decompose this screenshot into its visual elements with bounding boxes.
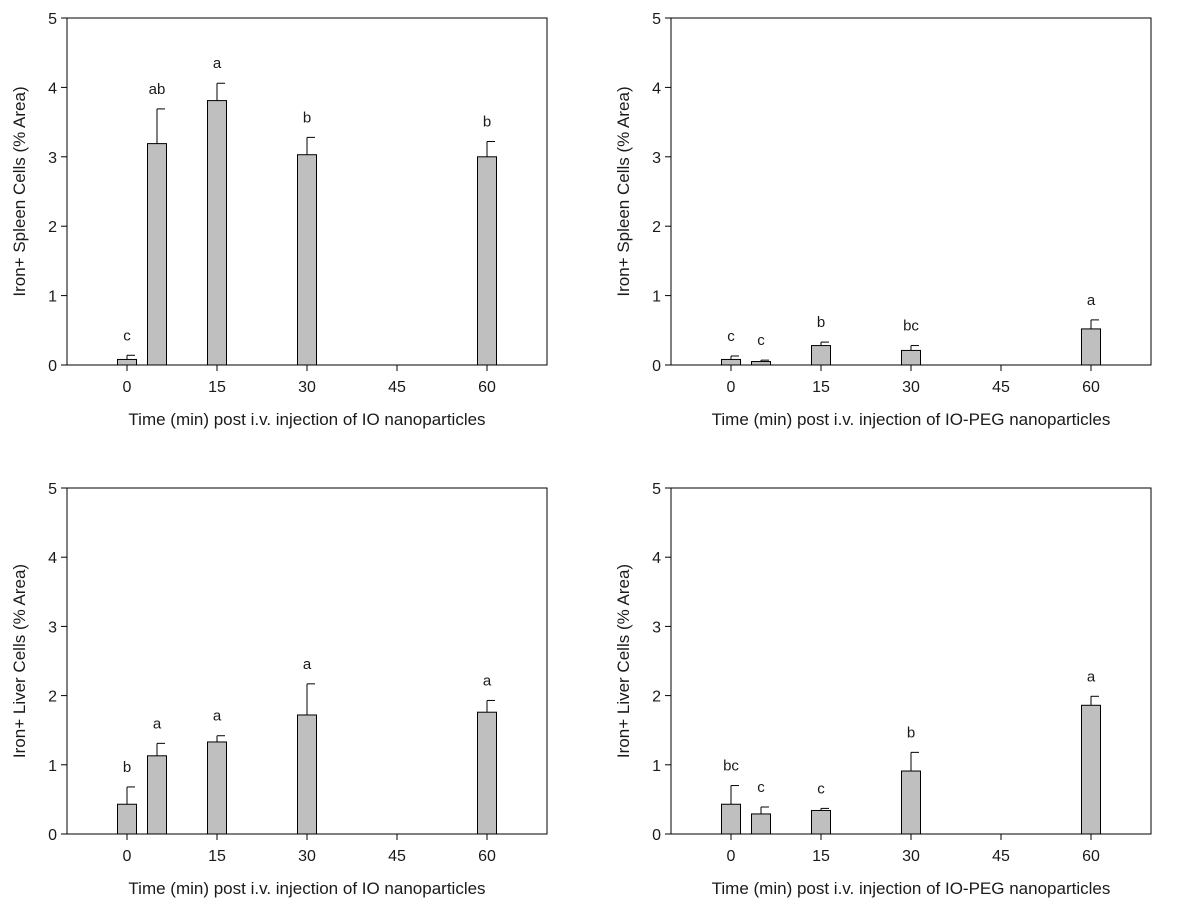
bar [751,361,771,366]
x-tick-label: 45 [388,848,406,865]
y-tick-label: 0 [652,358,661,375]
y-tick-label: 3 [652,619,661,636]
bar [147,143,167,366]
significance-label: a [153,715,162,732]
bar [751,813,771,835]
bar [721,803,741,835]
y-tick-label: 4 [652,550,661,567]
x-tick-label: 45 [388,379,406,396]
y-tick-label: 1 [48,289,57,306]
y-tick-label: 0 [652,827,661,844]
y-axis-title: Iron+ Liver Cells (% Area) [614,564,633,758]
significance-label: bc [723,758,739,775]
bar [901,349,921,366]
bar [207,741,227,835]
bar [901,770,921,835]
x-tick-label: 15 [208,848,226,865]
x-tick-label: 30 [902,848,920,865]
y-axis-title: Iron+ Spleen Cells (% Area) [614,86,633,296]
y-tick-label: 0 [48,827,57,844]
x-tick-label: 60 [478,379,496,396]
x-axis-title: Time (min) post i.v. injection of IO-PEG… [712,410,1111,429]
y-tick-label: 5 [652,481,661,498]
x-tick-label: 30 [902,379,920,396]
bar [1081,328,1101,366]
significance-label: a [303,656,312,673]
significance-label: a [483,672,492,689]
y-axis-title: Iron+ Spleen Cells (% Area) [10,86,29,296]
y-tick-label: 5 [652,11,661,28]
y-tick-label: 1 [652,758,661,775]
x-tick-label: 15 [812,379,830,396]
significance-label: b [817,314,825,331]
bar [811,345,831,366]
x-tick-label: 0 [727,848,736,865]
y-tick-label: 1 [652,289,661,306]
y-tick-label: 2 [652,689,661,706]
y-tick-label: 5 [48,11,57,28]
y-tick-label: 2 [652,219,661,236]
x-axis-title: Time (min) post i.v. injection of IO-PEG… [712,879,1111,898]
y-tick-label: 3 [48,619,57,636]
x-tick-label: 60 [478,848,496,865]
x-axis-title: Time (min) post i.v. injection of IO nan… [128,410,485,429]
bar [207,100,227,366]
significance-label: c [123,327,131,344]
y-tick-label: 3 [48,150,57,167]
x-tick-label: 0 [727,379,736,396]
significance-label: b [483,114,491,131]
significance-label: ab [149,81,166,98]
y-tick-label: 3 [652,150,661,167]
bar [811,809,831,835]
bar [477,711,497,835]
significance-label: b [303,109,311,126]
significance-label: c [727,328,735,345]
x-tick-label: 45 [992,379,1010,396]
bar [117,358,137,366]
x-axis-title: Time (min) post i.v. injection of IO nan… [128,879,485,898]
x-tick-label: 60 [1082,848,1100,865]
x-tick-label: 0 [123,379,132,396]
x-tick-label: 15 [812,848,830,865]
plot-frame [670,17,1152,366]
y-tick-label: 4 [48,80,57,97]
bar [1081,704,1101,835]
bar [721,358,741,366]
bar [297,714,317,835]
x-tick-label: 0 [123,848,132,865]
y-tick-label: 1 [48,758,57,775]
x-tick-label: 45 [992,848,1010,865]
bar [147,755,167,835]
x-tick-label: 30 [298,848,316,865]
significance-label: bc [903,318,919,335]
bar [477,156,497,366]
significance-label: b [123,759,131,776]
x-tick-label: 15 [208,379,226,396]
bar [117,803,137,835]
y-tick-label: 5 [48,481,57,498]
bar [297,154,317,366]
y-tick-label: 4 [48,550,57,567]
y-tick-label: 2 [48,689,57,706]
significance-label: a [213,55,222,72]
x-tick-label: 30 [298,379,316,396]
significance-label: c [757,332,765,349]
y-tick-label: 2 [48,219,57,236]
significance-label: a [213,708,222,725]
y-tick-label: 0 [48,358,57,375]
significance-label: c [757,779,765,796]
y-axis-title: Iron+ Liver Cells (% Area) [10,564,29,758]
significance-label: a [1087,668,1096,685]
y-tick-label: 4 [652,80,661,97]
significance-label: a [1087,292,1096,309]
significance-label: b [907,724,915,741]
significance-label: c [817,780,825,797]
x-tick-label: 60 [1082,379,1100,396]
